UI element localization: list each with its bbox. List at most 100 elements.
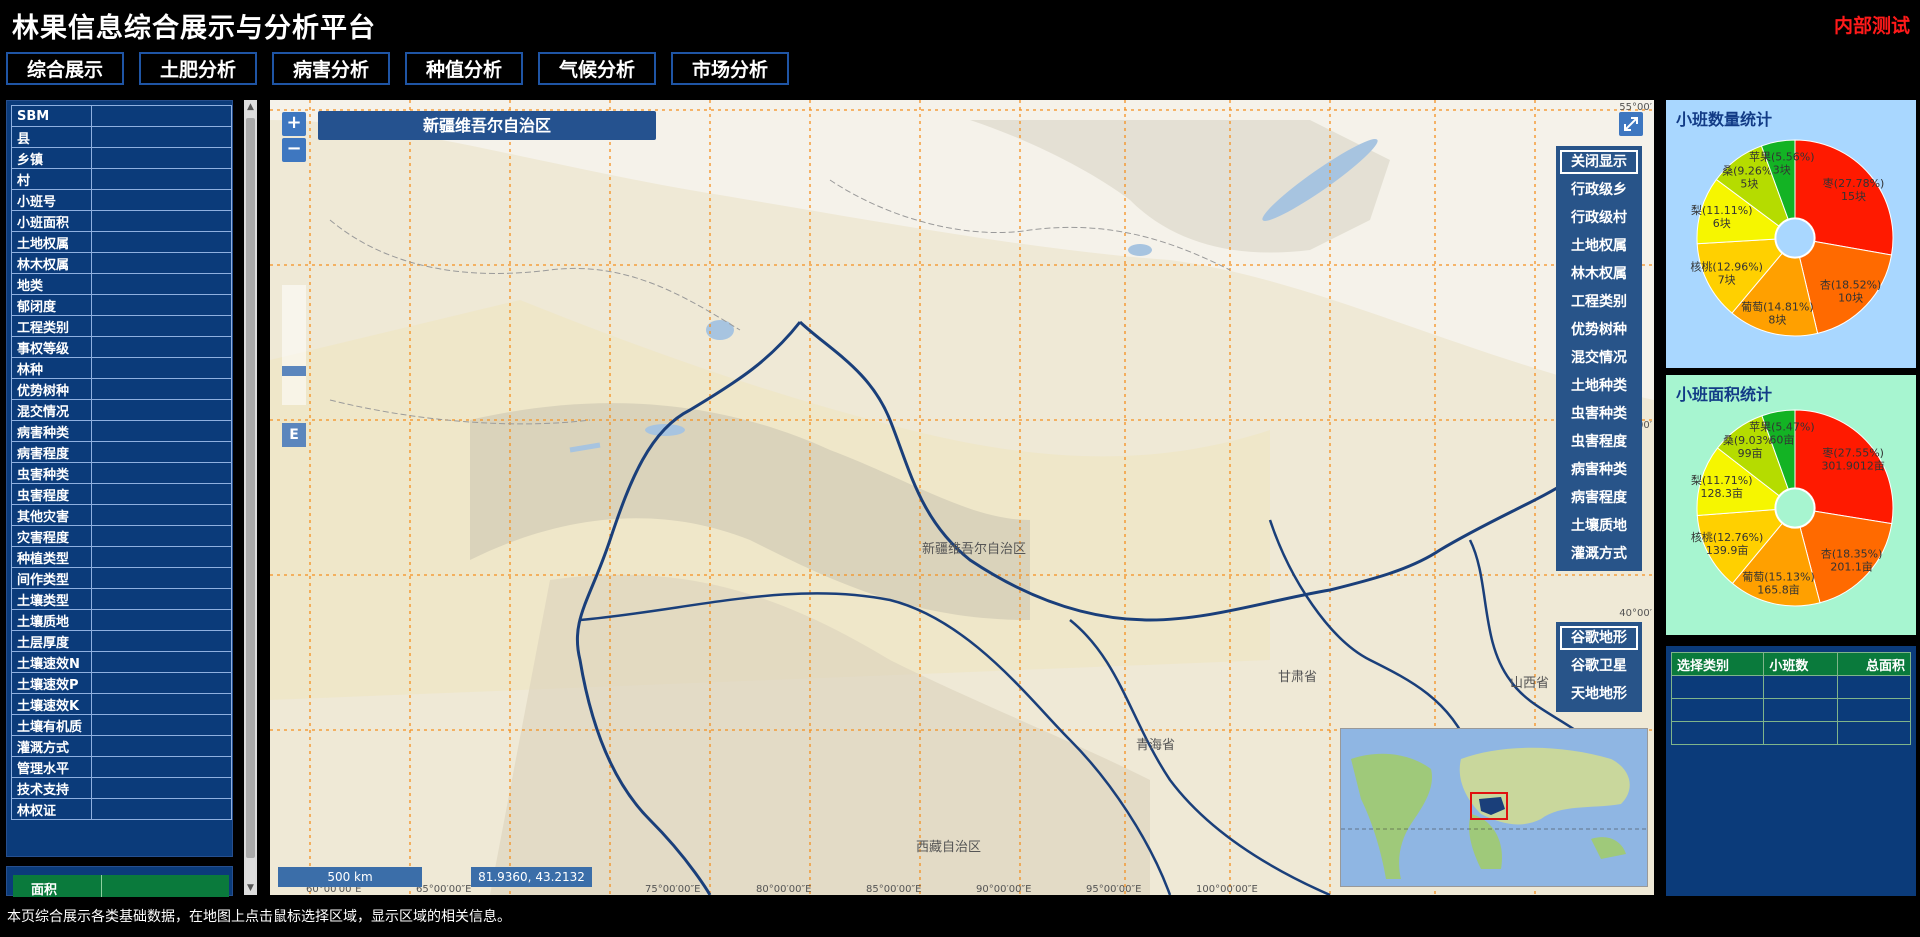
- table-row: 灌溉方式: [11, 735, 232, 757]
- layer-item[interactable]: 土地权属: [1571, 238, 1627, 254]
- table-cell: [1763, 675, 1838, 699]
- attribute-value: [91, 189, 232, 211]
- layer-item[interactable]: 虫害程度: [1571, 434, 1627, 450]
- table-row: 其他灾害: [11, 504, 232, 526]
- attribute-label: 虫害种类: [11, 462, 92, 484]
- table-cell: [1836, 698, 1912, 722]
- slice-label: 核桃(12.96%): [1690, 259, 1763, 273]
- pie-slice[interactable]: [1760, 139, 1796, 239]
- table-row: 地类: [11, 273, 232, 295]
- pie-slice[interactable]: [1794, 237, 1893, 334]
- lon-label: 95°00′00″E: [1086, 884, 1142, 895]
- scroll-thumb[interactable]: [246, 118, 255, 858]
- attribute-value: [91, 756, 232, 778]
- layer-item[interactable]: 工程类别: [1571, 294, 1627, 310]
- zoom-slider-track[interactable]: [282, 285, 306, 405]
- table-row: 混交情况: [11, 399, 232, 421]
- cursor-coordinates: 81.9360, 43.2132: [471, 867, 592, 887]
- basemap-item[interactable]: 天地地形: [1571, 686, 1627, 702]
- zoom-out-button[interactable]: −: [282, 138, 306, 162]
- table-row: 土地权属: [11, 231, 232, 253]
- layer-item[interactable]: 病害程度: [1571, 490, 1627, 506]
- overview-minimap[interactable]: [1340, 728, 1648, 887]
- attribute-value: [91, 357, 232, 379]
- lat-label: 40°00′: [1619, 608, 1652, 619]
- layer-item[interactable]: 行政级乡: [1571, 182, 1627, 198]
- attribute-label: 土壤速效P: [11, 672, 92, 694]
- pie-slice[interactable]: [1731, 506, 1821, 607]
- pie-slice[interactable]: [1696, 507, 1797, 585]
- table-row: [1670, 698, 1912, 722]
- fullscreen-button[interactable]: [1619, 112, 1643, 136]
- summary-panel: 选择类别 小班数 总面积: [1666, 646, 1916, 896]
- table-row: 土壤速效K: [11, 693, 232, 715]
- tab-climate[interactable]: 气候分析: [538, 52, 656, 85]
- pie-slice[interactable]: [1696, 447, 1797, 517]
- pie-slice[interactable]: [1794, 139, 1894, 256]
- map-view[interactable]: 新疆维吾尔自治区 甘肃省 青海省 西藏自治区 山西省 55°00′ 45°00′…: [270, 100, 1654, 895]
- attribute-value: [91, 147, 232, 169]
- pie-slice[interactable]: [1761, 409, 1796, 509]
- layer-item[interactable]: 土壤质地: [1571, 518, 1627, 534]
- layer-item[interactable]: 关闭显示: [1560, 150, 1638, 174]
- attribute-value: [91, 252, 232, 274]
- table-row: 土壤速效N: [11, 651, 232, 673]
- scroll-up-arrow-icon[interactable]: ▲: [247, 102, 254, 112]
- zoom-in-button[interactable]: +: [282, 112, 306, 136]
- summary-header-count: 小班数: [1763, 652, 1838, 676]
- count-chart-title: 小班数量统计: [1676, 110, 1773, 129]
- tab-disease[interactable]: 病害分析: [272, 52, 390, 85]
- scroll-down-arrow-icon[interactable]: ▼: [247, 883, 254, 893]
- table-row: 林权证: [11, 798, 232, 820]
- layer-item[interactable]: 林木权属: [1571, 266, 1627, 282]
- attribute-value: [91, 483, 232, 505]
- layer-item[interactable]: 土地种类: [1571, 378, 1627, 394]
- attribute-value: [91, 567, 232, 589]
- tab-market[interactable]: 市场分析: [671, 52, 789, 85]
- pie-slice[interactable]: [1731, 236, 1819, 337]
- label-shanxi: 山西省: [1510, 676, 1550, 691]
- scale-bar: 500 km: [278, 867, 422, 887]
- attribute-label: 病害种类: [11, 420, 92, 442]
- attribute-value: [91, 735, 232, 757]
- tab-overview[interactable]: 综合展示: [6, 52, 124, 85]
- table-cell: [1670, 721, 1765, 745]
- tab-planting[interactable]: 种值分析: [405, 52, 523, 85]
- attribute-value: [91, 168, 232, 190]
- attribute-label: 地类: [11, 273, 92, 295]
- lon-label: 90°00′00″E: [976, 884, 1032, 895]
- attribute-value: [91, 105, 232, 127]
- pie-slice[interactable]: [1696, 237, 1797, 314]
- layer-item[interactable]: 灌溉方式: [1571, 546, 1627, 562]
- layer-item[interactable]: 病害种类: [1571, 462, 1627, 478]
- table-row: 间作类型: [11, 567, 232, 589]
- full-extent-button[interactable]: E: [282, 423, 306, 447]
- slice-sublabel: 99亩: [1738, 446, 1763, 460]
- layer-item[interactable]: 行政级村: [1571, 210, 1627, 226]
- map-basemap: [270, 100, 1654, 895]
- layer-item[interactable]: 优势树种: [1571, 322, 1627, 338]
- slice-sublabel: 7块: [1718, 273, 1736, 286]
- attribute-value: [91, 399, 232, 421]
- table-row: 虫害种类: [11, 462, 232, 484]
- table-cell: [1836, 721, 1912, 745]
- attribute-label: 土壤质地: [11, 609, 92, 631]
- basemap-item[interactable]: 谷歌地形: [1560, 626, 1638, 650]
- table-row: 虫害程度: [11, 483, 232, 505]
- table-row: 林木权属: [11, 252, 232, 274]
- lon-label: 65°00′00″E: [416, 884, 472, 895]
- attribute-value: [91, 798, 232, 820]
- attribute-label: 土壤速效N: [11, 651, 92, 673]
- pie-slice[interactable]: [1696, 178, 1797, 245]
- layer-item[interactable]: 混交情况: [1571, 350, 1627, 366]
- pie-slice[interactable]: [1794, 507, 1893, 604]
- left-scrollbar[interactable]: ▲ ▼: [244, 100, 257, 895]
- attribute-label: 土层厚度: [11, 630, 92, 652]
- table-row: 郁闭度: [11, 294, 232, 316]
- layer-item[interactable]: 虫害种类: [1571, 406, 1627, 422]
- lat-label: 55°00′: [1619, 102, 1652, 113]
- pie-slice[interactable]: [1794, 409, 1894, 525]
- zoom-slider-knob[interactable]: [282, 366, 306, 376]
- tab-soil-fertility[interactable]: 土肥分析: [139, 52, 257, 85]
- basemap-item[interactable]: 谷歌卫星: [1571, 658, 1627, 674]
